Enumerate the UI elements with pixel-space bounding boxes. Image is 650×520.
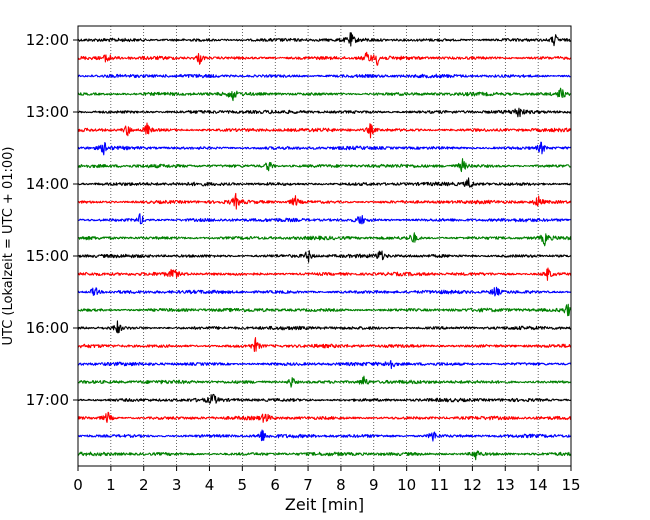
trace-row-1215 — [77, 51, 572, 66]
y-tick-label: 15:00 — [26, 247, 69, 265]
trace-row-1515 — [77, 267, 572, 281]
plot-frame — [77, 25, 572, 467]
x-tick-label: 14 — [529, 476, 548, 494]
x-tick-label: 5 — [238, 476, 248, 494]
trace-row-1430 — [77, 213, 572, 225]
trace-row-1200 — [77, 32, 572, 47]
x-tick-label: 9 — [369, 476, 379, 494]
trace-row-1400 — [77, 177, 572, 188]
trace-row-1230 — [77, 73, 572, 79]
x-tick-label: 10 — [397, 476, 416, 494]
trace-row-1415 — [77, 192, 572, 210]
x-axis-label: Zeit [min] — [285, 495, 364, 514]
y-axis-label: UTC (Lokalzeit = UTC + 01:00) — [1, 147, 16, 346]
x-tick-label: 13 — [496, 476, 515, 494]
x-tick-label: 3 — [172, 476, 182, 494]
y-tick-label: 17:00 — [26, 391, 69, 409]
trace-row-1645 — [77, 375, 572, 388]
y-tick-label: 12:00 — [26, 31, 69, 49]
x-tick-label: 15 — [561, 476, 580, 494]
trace-row-1545 — [77, 303, 572, 317]
trace-row-1700 — [77, 393, 572, 404]
x-tick-label: 1 — [106, 476, 116, 494]
trace-lines — [77, 32, 572, 461]
grid-lines — [110, 26, 539, 466]
axis-ticks: 0 1 2 3 4 5 6 7 8 9 10 11 12 13 14 1512:0013:0014:0015:… — [26, 31, 581, 494]
trace-row-1315 — [77, 122, 572, 139]
trace-row-1330 — [77, 141, 572, 156]
x-tick-label: 8 — [336, 476, 346, 494]
x-tick-label: 2 — [139, 476, 149, 494]
trace-row-1345 — [77, 158, 572, 173]
trace-row-1630 — [77, 360, 572, 370]
x-tick-label: 11 — [430, 476, 449, 494]
trace-row-1600 — [77, 320, 572, 334]
y-tick-label: 16:00 — [26, 319, 69, 337]
y-tick-label: 13:00 — [26, 103, 69, 121]
trace-row-1730 — [77, 429, 572, 442]
y-tick-label: 14:00 — [26, 175, 69, 193]
x-tick-label: 12 — [463, 476, 482, 494]
trace-row-1445 — [77, 232, 572, 247]
trace-row-1500 — [77, 250, 572, 263]
trace-row-1745 — [77, 450, 572, 461]
trace-row-1615 — [77, 337, 572, 352]
x-tick-label: 0 — [73, 476, 83, 494]
trace-row-1245 — [77, 87, 572, 102]
trace-row-1715 — [77, 411, 572, 423]
trace-row-1300 — [77, 107, 572, 118]
trace-row-1530 — [77, 286, 572, 297]
x-tick-label: 7 — [303, 476, 313, 494]
x-tick-label: 4 — [205, 476, 215, 494]
x-tick-label: 6 — [270, 476, 280, 494]
